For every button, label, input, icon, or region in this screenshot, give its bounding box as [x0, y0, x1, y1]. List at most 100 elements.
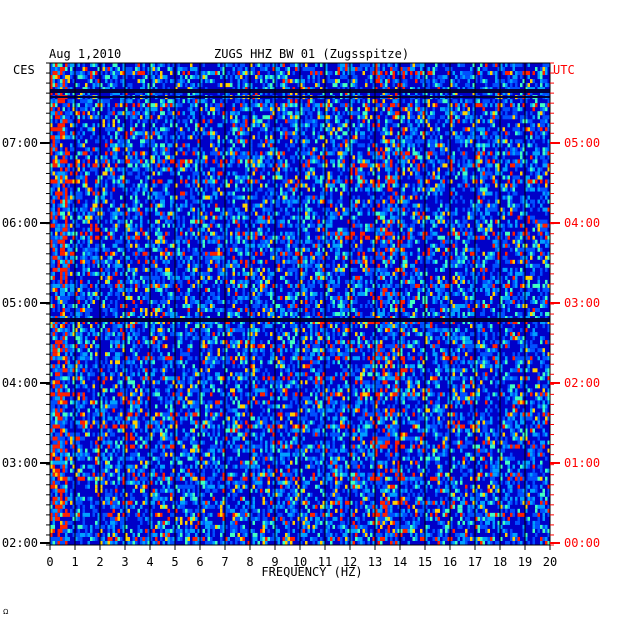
heat-cell [542, 239, 545, 244]
heat-cell [122, 83, 125, 88]
heat-cell [337, 135, 340, 140]
heat-cell [295, 131, 298, 136]
heat-cell [97, 111, 100, 116]
heat-cell [530, 215, 533, 220]
heat-cell [125, 99, 128, 104]
heat-cell [117, 207, 120, 212]
heat-cell [100, 239, 103, 244]
heat-cell [242, 203, 245, 208]
heat-cell [442, 75, 445, 80]
heat-cell [60, 147, 63, 152]
heat-cell [515, 123, 518, 128]
heat-cell [330, 103, 333, 108]
heat-cell [305, 231, 308, 236]
heat-cell [542, 123, 545, 128]
heat-cell [312, 135, 315, 140]
heat-cell [202, 127, 205, 132]
heat-cell [200, 135, 203, 140]
heat-cell [177, 235, 180, 240]
heat-cell [482, 99, 485, 104]
heat-cell [242, 231, 245, 236]
heat-cell [467, 83, 470, 88]
heat-cell [180, 195, 183, 200]
heat-cell [77, 167, 80, 172]
heat-cell [520, 107, 523, 112]
heat-cell [207, 111, 210, 116]
heat-cell [382, 227, 385, 232]
heat-cell [100, 107, 103, 112]
heat-cell [285, 211, 288, 216]
heat-cell [67, 243, 70, 248]
heat-cell [495, 191, 498, 196]
heat-cell [425, 219, 428, 224]
heat-cell [307, 223, 310, 228]
heat-cell [270, 239, 273, 244]
heat-cell [455, 139, 458, 144]
heat-cell [62, 131, 65, 136]
heat-cell [407, 143, 410, 148]
heat-cell [312, 155, 315, 160]
heat-cell [297, 231, 300, 236]
heat-cell [112, 227, 115, 232]
heat-cell [95, 191, 98, 196]
heat-cell [260, 119, 263, 124]
heat-cell [272, 127, 275, 132]
heat-cell [507, 143, 510, 148]
heat-cell [297, 83, 300, 88]
heat-cell [337, 235, 340, 240]
heat-cell [392, 247, 395, 252]
heat-cell [55, 115, 58, 120]
heat-cell [267, 107, 270, 112]
heat-cell [172, 99, 175, 104]
heat-cell [232, 151, 235, 156]
heat-cell [337, 227, 340, 232]
heat-cell [475, 179, 478, 184]
heat-cell [520, 171, 523, 176]
heat-cell [420, 67, 423, 72]
heat-cell [335, 207, 338, 212]
heat-cell [295, 239, 298, 244]
heat-cell [385, 123, 388, 128]
heat-cell [250, 127, 253, 132]
heat-cell [142, 123, 145, 128]
heat-cell [55, 191, 58, 196]
heat-cell [210, 103, 213, 108]
heat-cell [525, 227, 528, 232]
heat-cell [470, 159, 473, 164]
heat-cell [107, 111, 110, 116]
heat-cell [377, 67, 380, 72]
heat-cell [340, 115, 343, 120]
heat-cell [112, 167, 115, 172]
heat-cell [262, 115, 265, 120]
heat-cell [137, 199, 140, 204]
heat-cell [290, 131, 293, 136]
heat-cell [65, 235, 68, 240]
heat-cell [187, 91, 190, 96]
heat-cell [310, 111, 313, 116]
heat-cell [167, 231, 170, 236]
heat-cell [522, 223, 525, 228]
heat-cell [80, 99, 83, 104]
heat-cell [390, 139, 393, 144]
heat-cell [67, 151, 70, 156]
heat-cell [435, 123, 438, 128]
heat-cell [502, 91, 505, 96]
heat-cell [312, 127, 315, 132]
heat-cell [265, 67, 268, 72]
heat-cell [262, 215, 265, 220]
heat-cell [520, 83, 523, 88]
heat-cell [335, 235, 338, 240]
heat-cell [280, 107, 283, 112]
heat-cell [285, 179, 288, 184]
heat-cell [135, 227, 138, 232]
heat-cell [395, 115, 398, 120]
heat-cell [72, 115, 75, 120]
heat-cell [315, 243, 318, 248]
heat-cell [122, 247, 125, 252]
heat-cell [490, 175, 493, 180]
heat-cell [500, 159, 503, 164]
heat-cell [442, 239, 445, 244]
heat-cell [230, 83, 233, 88]
heat-cell [352, 239, 355, 244]
heat-cell [435, 79, 438, 84]
